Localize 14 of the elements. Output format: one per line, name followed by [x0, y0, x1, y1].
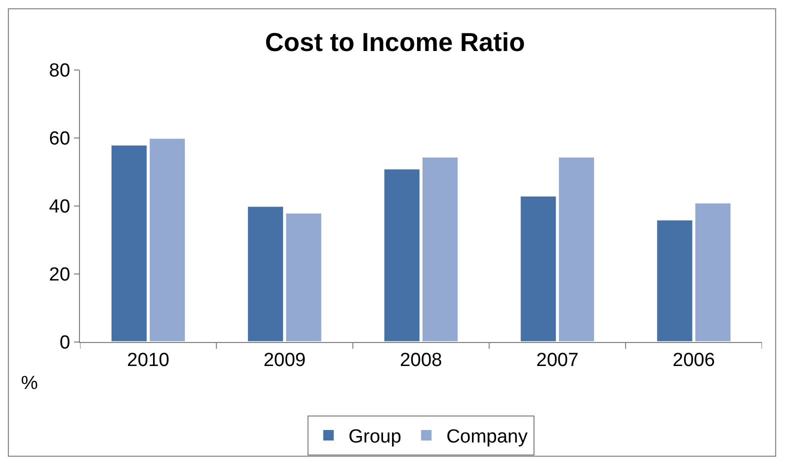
- legend-label: Group: [348, 426, 402, 448]
- y-tick-label: 20: [49, 264, 70, 286]
- x-tick-label: 2006: [672, 350, 715, 371]
- x-tick-label: 2010: [127, 350, 170, 371]
- x-tick-label: 2008: [400, 350, 442, 371]
- y-tick-label: 40: [49, 196, 70, 218]
- legend-label: Company: [446, 426, 528, 448]
- y-axis-title: %: [21, 373, 38, 394]
- y-tick-label: 80: [49, 60, 70, 82]
- y-tick-label: 60: [49, 128, 70, 150]
- x-tick-label: 2009: [263, 350, 306, 371]
- x-tick-label: 2007: [536, 350, 579, 371]
- y-tick-label: 0: [60, 332, 70, 354]
- chart-title: Cost to Income Ratio: [264, 26, 526, 57]
